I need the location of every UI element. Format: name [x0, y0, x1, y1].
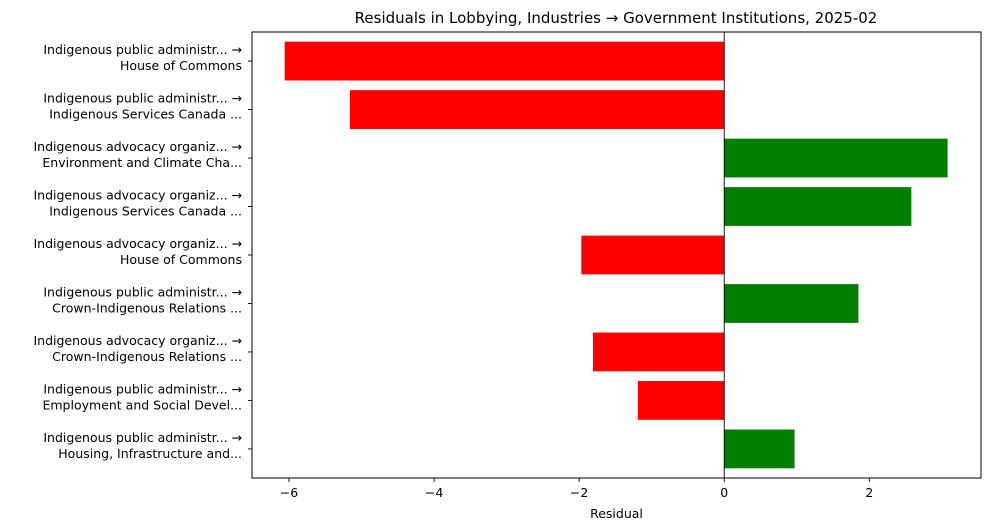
- y-tick-label: Indigenous advocacy organiz... →: [33, 139, 242, 154]
- y-tick-label: Indigenous advocacy organiz... →: [33, 333, 242, 348]
- x-tick-label: 2: [865, 485, 873, 500]
- y-tick-label: Indigenous Services Canada ...: [49, 107, 242, 122]
- y-tick-label: Environment and Climate Cha...: [42, 155, 242, 170]
- x-axis-ticks: −6 −4 −2 0 2: [280, 478, 873, 500]
- bar: [724, 284, 859, 323]
- y-tick-label: Indigenous public administr... →: [43, 42, 242, 57]
- y-tick-label: Crown-Indigenous Relations ...: [52, 300, 242, 315]
- chart-title: Residuals in Lobbying, Industries → Gove…: [355, 9, 878, 27]
- y-tick-label: Crown-Indigenous Relations ...: [52, 349, 242, 364]
- x-tick-label: 0: [720, 485, 728, 500]
- bars-group: [284, 41, 948, 469]
- y-tick-label: House of Commons: [120, 252, 242, 267]
- bar: [724, 138, 948, 178]
- x-tick-label: −4: [425, 485, 443, 500]
- y-tick-label: Indigenous Services Canada ...: [49, 204, 242, 219]
- y-tick-label: Employment and Social Devel...: [42, 397, 242, 412]
- y-tick-label: Indigenous advocacy organiz... →: [33, 236, 242, 251]
- y-tick-label: Indigenous public administr... →: [43, 284, 242, 299]
- bar: [724, 187, 912, 226]
- y-tick-label: Indigenous public administr... →: [43, 91, 242, 106]
- bar: [284, 41, 725, 81]
- y-axis-ticks: Indigenous public administr... →House of…: [33, 42, 252, 461]
- x-tick-label: −2: [570, 485, 588, 500]
- y-tick-label: Indigenous public administr... →: [43, 381, 242, 396]
- y-tick-label: Housing, Infrastructure and...: [58, 446, 242, 461]
- bar: [637, 381, 725, 420]
- y-tick-label: Indigenous advocacy organiz... →: [33, 188, 242, 203]
- bar: [724, 429, 795, 469]
- x-axis-label: Residual: [590, 506, 643, 521]
- x-tick-label: −6: [280, 485, 298, 500]
- bar: [592, 332, 725, 372]
- bar: [349, 90, 725, 129]
- bar: [581, 235, 725, 275]
- plot-frame: [251, 31, 982, 479]
- y-tick-label: House of Commons: [120, 58, 242, 73]
- y-tick-label: Indigenous public administr... →: [43, 430, 242, 445]
